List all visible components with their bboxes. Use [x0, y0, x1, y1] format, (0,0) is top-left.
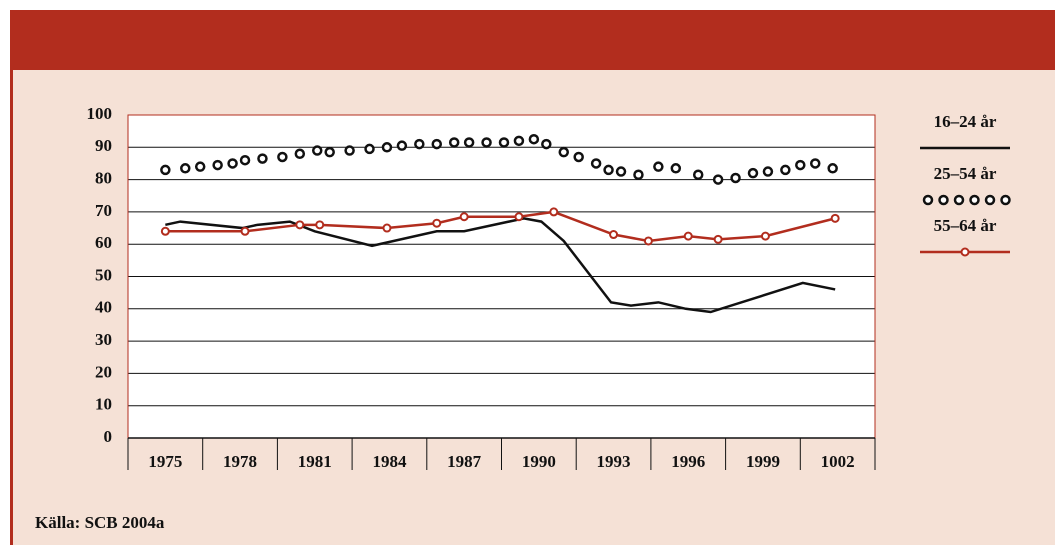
- point-marker: [730, 172, 741, 184]
- point-marker: [809, 158, 821, 169]
- point-marker: [541, 138, 552, 150]
- point-marker: [364, 143, 375, 155]
- point-marker: [633, 169, 644, 181]
- legend-swatch: [938, 194, 949, 206]
- x-tick-label: 1987: [447, 452, 482, 471]
- point-marker: [549, 207, 559, 217]
- point-marker: [643, 236, 653, 246]
- point-marker: [481, 137, 492, 148]
- point-marker: [194, 161, 206, 172]
- y-tick-label: 100: [87, 104, 113, 123]
- point-marker: [414, 138, 425, 150]
- point-marker: [498, 137, 510, 148]
- point-marker: [212, 159, 223, 171]
- point-marker: [277, 151, 288, 163]
- point-marker: [295, 220, 305, 230]
- point-marker: [514, 212, 524, 222]
- point-marker: [762, 166, 774, 177]
- legend-label: 25–54 år: [934, 164, 997, 183]
- point-marker: [795, 159, 806, 171]
- point-marker: [573, 151, 584, 163]
- point-marker: [396, 140, 408, 151]
- series-line: [165, 217, 836, 314]
- point-marker: [227, 158, 238, 169]
- point-marker: [160, 226, 170, 236]
- point-marker: [311, 145, 323, 156]
- point-marker: [683, 231, 693, 241]
- y-tick-label: 10: [95, 395, 112, 414]
- point-marker: [459, 212, 469, 222]
- x-tick-label: 1990: [522, 452, 556, 471]
- x-tick-label: 1996: [671, 452, 705, 471]
- point-marker: [431, 138, 443, 150]
- point-marker: [692, 169, 704, 181]
- point-marker: [670, 163, 682, 174]
- point-marker: [712, 174, 724, 185]
- x-tick-label: 1981: [298, 452, 332, 471]
- point-marker: [382, 223, 392, 233]
- point-marker: [324, 146, 335, 158]
- point-marker: [713, 234, 723, 244]
- point-marker: [239, 154, 251, 166]
- point-marker: [747, 167, 759, 179]
- y-tick-label: 20: [95, 362, 112, 381]
- point-marker: [432, 218, 442, 228]
- legend-swatch: [953, 194, 965, 206]
- y-tick-label: 30: [95, 330, 112, 349]
- y-tick-label: 80: [95, 169, 112, 188]
- point-marker: [513, 135, 525, 147]
- point-marker: [448, 137, 460, 148]
- point-marker: [615, 166, 627, 177]
- point-marker: [180, 163, 191, 174]
- point-marker: [609, 230, 619, 240]
- legend-label: 16–24 år: [934, 112, 997, 131]
- legend-swatch: [922, 194, 934, 206]
- y-tick-label: 40: [95, 298, 112, 317]
- x-tick-label: 1978: [223, 452, 257, 471]
- x-tick-label: 1993: [597, 452, 631, 471]
- point-marker: [780, 164, 791, 176]
- legend-swatch: [960, 247, 970, 257]
- point-marker: [760, 231, 770, 241]
- point-marker: [240, 226, 250, 236]
- point-marker: [315, 220, 325, 230]
- point-marker: [653, 161, 664, 172]
- point-marker: [344, 145, 355, 156]
- legend-label: 55–64 år: [934, 216, 997, 235]
- y-tick-label: 50: [95, 265, 112, 284]
- point-marker: [160, 164, 171, 176]
- x-tick-label: 1002: [821, 452, 855, 471]
- point-marker: [294, 148, 306, 160]
- x-tick-label: 1975: [148, 452, 182, 471]
- legend-swatch: [1000, 194, 1011, 206]
- y-tick-label: 70: [95, 201, 112, 220]
- legend-swatch: [984, 194, 996, 206]
- point-marker: [827, 163, 838, 174]
- point-marker: [381, 142, 393, 153]
- point-marker: [558, 146, 569, 158]
- y-tick-label: 60: [95, 233, 112, 252]
- point-marker: [830, 213, 840, 223]
- y-tick-label: 90: [95, 136, 112, 155]
- point-marker: [590, 158, 602, 169]
- point-marker: [603, 164, 614, 176]
- x-tick-label: 1999: [746, 452, 780, 471]
- header-band: [10, 10, 1055, 70]
- point-marker: [257, 153, 268, 164]
- legend-swatch: [969, 194, 980, 206]
- source: Källa: SCB 2004a: [35, 513, 165, 532]
- x-tick-label: 1984: [372, 452, 407, 471]
- point-marker: [463, 137, 475, 148]
- y-tick-label: 0: [104, 427, 113, 446]
- panel-border: [10, 70, 13, 545]
- point-marker: [528, 133, 540, 145]
